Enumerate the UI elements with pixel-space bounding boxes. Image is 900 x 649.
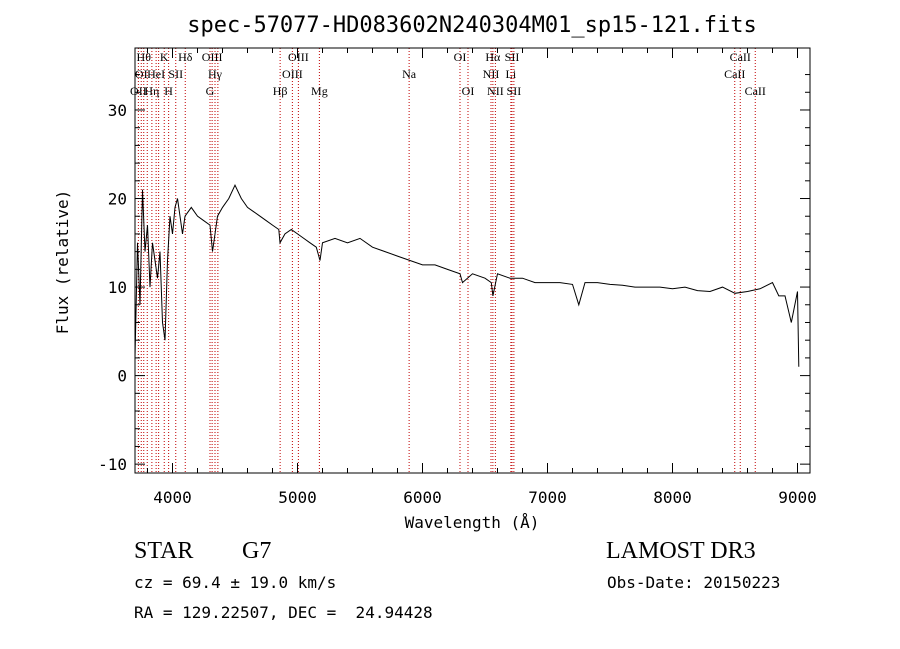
marker-label-2: Hθ — [137, 50, 152, 64]
x-tick-label-9000: 9000 — [778, 488, 817, 507]
marker-label-27: SII — [507, 84, 522, 98]
x-tick-label-6000: 6000 — [403, 488, 442, 507]
marker-label-28: CaII — [724, 67, 745, 81]
marker-label-18: Mg — [311, 84, 328, 98]
x-tick-label-4000: 4000 — [153, 488, 192, 507]
x-tick-label-8000: 8000 — [653, 488, 692, 507]
marker-label-19: Na — [402, 67, 417, 81]
marker-label-30: CaII — [745, 84, 766, 98]
marker-label-26: SII — [505, 50, 520, 64]
marker-label-10: Hδ — [178, 50, 193, 64]
observation-date: Obs-Date: 20150223 — [607, 573, 781, 592]
marker-label-25: Li — [506, 67, 517, 81]
spectral-line-labels: OII OI Hθ Hη HeI K H SII Hδ G OIII Hγ Hβ OIII OIII Mg Na… — [130, 50, 766, 98]
marker-label-20: OI — [454, 50, 467, 64]
marker-label-1: OI — [135, 67, 148, 81]
marker-label-4: Hη — [144, 84, 159, 98]
y-tick-label-30: 30 — [108, 101, 127, 120]
x-axis: 4000 5000 6000 7000 8000 9000 — [147, 48, 817, 507]
marker-label-13: Hγ — [208, 67, 223, 81]
marker-label-17: OIII — [288, 50, 309, 64]
y-tick-label--10: -10 — [98, 455, 127, 474]
y-tick-label-20: 20 — [108, 190, 127, 209]
marker-label-22: NII — [483, 67, 500, 81]
survey-name: LAMOST DR3 — [606, 538, 756, 564]
marker-label-11: G — [206, 84, 215, 98]
marker-label-12: OIII — [202, 50, 223, 64]
marker-label-24: NII — [487, 84, 504, 98]
spectral-line-markers — [137, 48, 756, 473]
y-axis: -10 0 10 20 30 — [98, 74, 810, 474]
y-tick-label-0: 0 — [117, 367, 127, 386]
marker-label-9: SII — [168, 67, 183, 81]
y-axis-label: Flux (relative) — [53, 190, 72, 335]
marker-label-7: K — [160, 50, 169, 64]
marker-label-8: H — [164, 84, 173, 98]
marker-label-21: OI — [462, 84, 475, 98]
x-tick-label-5000: 5000 — [278, 488, 317, 507]
marker-label-16: OIII — [282, 67, 303, 81]
plot-frame — [134, 47, 811, 474]
spectrum-line — [134, 184, 800, 367]
marker-label-5: HeI — [147, 67, 165, 81]
x-tick-label-7000: 7000 — [528, 488, 567, 507]
y-tick-label-10: 10 — [108, 278, 127, 297]
marker-label-23: Hα — [485, 50, 501, 64]
coordinates: RA = 129.22507, DEC = 24.94428 — [134, 603, 433, 622]
marker-label-0: OII — [130, 84, 147, 98]
marker-label-15: Hβ — [273, 84, 288, 98]
object-class: STAR — [134, 538, 194, 564]
object-subclass: G7 — [242, 538, 272, 564]
redshift-velocity: cz = 69.4 ± 19.0 km/s — [134, 573, 337, 592]
chart-title: spec-57077-HD083602N240304M01_sp15-121.f… — [187, 13, 757, 38]
x-axis-label: Wavelength (Å) — [405, 513, 540, 532]
marker-label-29: CaII — [730, 50, 751, 64]
